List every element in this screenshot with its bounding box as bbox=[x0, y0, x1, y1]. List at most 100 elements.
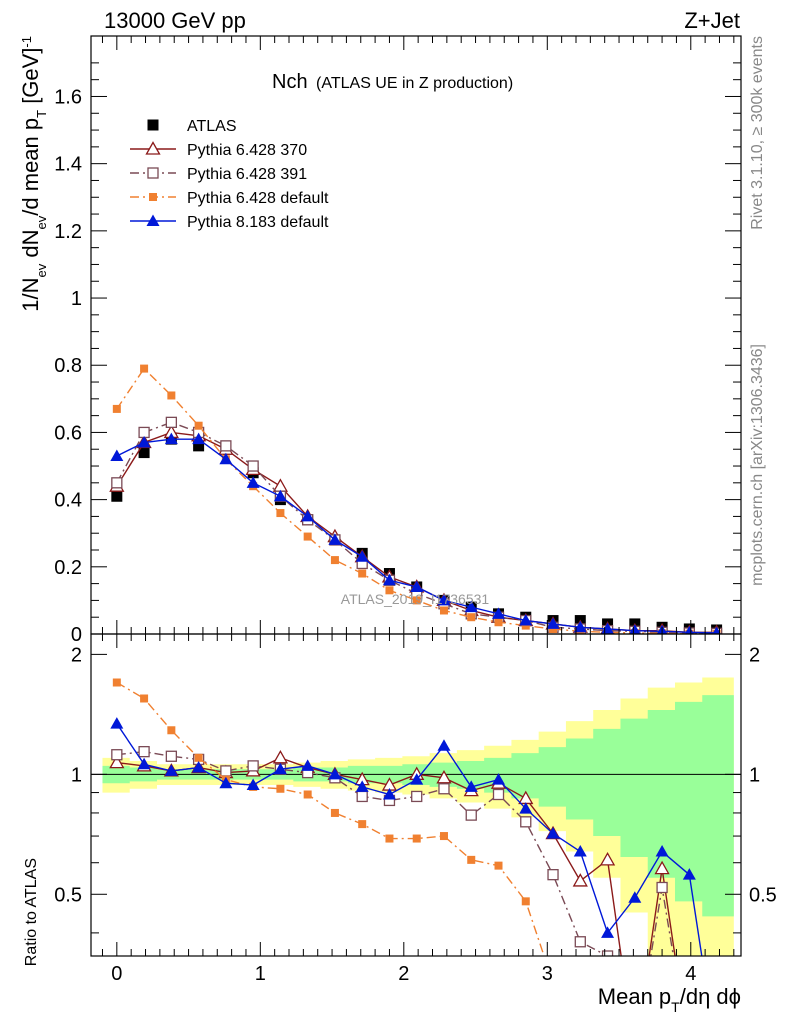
main-point-p8def bbox=[464, 600, 478, 613]
ratio-series-p8def bbox=[110, 717, 703, 956]
ratio-y-tick-label-left: 2 bbox=[71, 644, 82, 666]
ratio-y-tick-label-left: 0.5 bbox=[54, 884, 82, 906]
ratio-point-p391 bbox=[356, 790, 368, 803]
main-point-p6def bbox=[140, 364, 149, 373]
main-point-p8def bbox=[437, 593, 451, 606]
ratio-point-p6def bbox=[467, 855, 476, 864]
ratio-point-p391 bbox=[547, 869, 559, 881]
main-point-p6def bbox=[167, 391, 176, 400]
ratio-point-p6def bbox=[439, 832, 448, 841]
header-right: Z+Jet bbox=[684, 8, 740, 33]
legend-item-p391: Pythia 6.428 391 bbox=[130, 166, 307, 183]
ratio-point-p8def bbox=[682, 868, 696, 880]
ratio-point-p6def bbox=[140, 694, 149, 703]
ratio-point-p8def bbox=[573, 845, 587, 857]
ratio-band-green bbox=[102, 695, 734, 917]
main-point-p8def bbox=[546, 617, 560, 629]
ratio-point-p391 bbox=[220, 765, 232, 777]
main-y-axis-label-part: ev bbox=[34, 215, 49, 229]
ratio-point-p6def bbox=[385, 834, 394, 843]
ratio-panel-bands bbox=[91, 677, 741, 956]
main-point-p6def bbox=[112, 404, 121, 413]
ratio-point-p6def bbox=[358, 820, 367, 829]
ratio-point-p8def bbox=[301, 759, 315, 771]
main-point-p6def bbox=[385, 586, 394, 595]
main-point-p8def bbox=[410, 580, 424, 592]
main-y-tick-label: 1 bbox=[71, 288, 82, 310]
legend-marker-atlas bbox=[147, 119, 159, 131]
legend-marker-p6def bbox=[149, 193, 157, 201]
x-tick-label: 3 bbox=[542, 963, 553, 985]
ratio-point-p370 bbox=[272, 750, 289, 764]
main-point-p391 bbox=[111, 477, 123, 489]
x-tick-label: 0 bbox=[111, 963, 122, 985]
ratio-point-p391 bbox=[520, 816, 532, 828]
ratio-point-p6def bbox=[194, 753, 203, 762]
ratio-point-p6def bbox=[276, 784, 285, 793]
ratio-point-p8def bbox=[137, 757, 151, 770]
main-point-p8def bbox=[246, 476, 260, 488]
main-point-p8def bbox=[519, 614, 533, 626]
main-point-p6def bbox=[276, 509, 285, 518]
legend-item-atlas: ATLAS bbox=[147, 118, 237, 135]
ratio-point-p8def bbox=[273, 762, 287, 775]
main-y-axis-label-part: 1/N bbox=[18, 277, 43, 311]
ratio-point-p6def bbox=[412, 834, 421, 843]
main-y-axis-label-part: ev bbox=[34, 263, 49, 277]
main-point-p391 bbox=[247, 460, 259, 472]
main-y-tick-label: 1.6 bbox=[54, 86, 82, 108]
main-point-p8def bbox=[219, 452, 233, 465]
main-y-axis-label-part: [GeV] bbox=[18, 48, 43, 110]
main-point-p6def bbox=[194, 421, 203, 430]
ratio-y-tick-label-right: 2 bbox=[749, 644, 760, 666]
ratio-point-p391 bbox=[656, 881, 668, 894]
ratio-point-p8def bbox=[382, 787, 396, 800]
main-point-p391 bbox=[220, 440, 232, 452]
main-point-p8def bbox=[382, 573, 396, 586]
main-y-tick-label: 1.4 bbox=[54, 154, 82, 176]
ratio-series-p6def bbox=[112, 678, 545, 956]
ratio-point-p370 bbox=[436, 770, 452, 784]
main-y-axis-label-part: /d mean p bbox=[18, 118, 43, 216]
ratio-point-p391 bbox=[574, 936, 586, 948]
ratio-point-p6def bbox=[494, 861, 503, 870]
main-point-p391 bbox=[165, 416, 178, 428]
ratio-point-p391 bbox=[165, 750, 178, 762]
ratio-point-p8def bbox=[655, 845, 669, 857]
plot-title: Nch (ATLAS UE in Z production) bbox=[272, 71, 513, 93]
watermark: ATLAS_2019_I1736531 bbox=[341, 591, 490, 607]
ratio-point-p6def bbox=[303, 790, 312, 799]
legend-marker-p8def bbox=[146, 214, 160, 226]
main-point-p8def bbox=[328, 533, 342, 545]
ratio-point-p391 bbox=[411, 790, 423, 803]
axis-ticks bbox=[91, 36, 741, 956]
main-y-tick-label: 1.2 bbox=[54, 221, 82, 243]
main-y-tick-label: 0.8 bbox=[54, 355, 82, 377]
x-tick-label: 4 bbox=[685, 963, 696, 985]
axis-tick-labels: 00.20.40.60.811.21.41.60.5 0.51 12 20 1 2 3 4 bbox=[54, 86, 777, 985]
legend-marker-p370 bbox=[145, 141, 161, 155]
main-point-p8def bbox=[110, 449, 124, 461]
rivet-label: Rivet 3.1.10, ≥ 300k events bbox=[749, 36, 766, 230]
main-point-p6def bbox=[521, 621, 530, 630]
main-y-tick-label: 0.2 bbox=[54, 557, 82, 579]
main-point-p8def bbox=[273, 489, 287, 502]
main-point-p8def bbox=[629, 624, 641, 634]
ratio-y-tick-label-left: 1 bbox=[71, 764, 82, 786]
x-axis-label: Mean pT/dη dϕ bbox=[598, 984, 741, 1015]
main-point-p6def bbox=[494, 618, 503, 627]
ratio-point-p370 bbox=[109, 754, 125, 769]
main-point-p8def bbox=[164, 432, 178, 445]
main-y-axis-label-part: -1 bbox=[19, 36, 34, 48]
main-series-p8def bbox=[110, 432, 721, 634]
main-line-p6def bbox=[116, 367, 717, 634]
mcplots-label: mcplots.cern.ch [arXiv:1306.3436] bbox=[749, 344, 766, 586]
x-tick-label: 1 bbox=[255, 963, 266, 985]
main-point-p8def bbox=[712, 626, 721, 634]
main-point-p6def bbox=[439, 606, 448, 615]
main-point-p6def bbox=[412, 596, 421, 605]
legend-item-p8def: Pythia 8.183 default bbox=[130, 214, 329, 231]
ratio-point-p8def bbox=[628, 891, 642, 903]
main-panel-series bbox=[109, 364, 723, 634]
ratio-point-p8def bbox=[410, 773, 424, 785]
